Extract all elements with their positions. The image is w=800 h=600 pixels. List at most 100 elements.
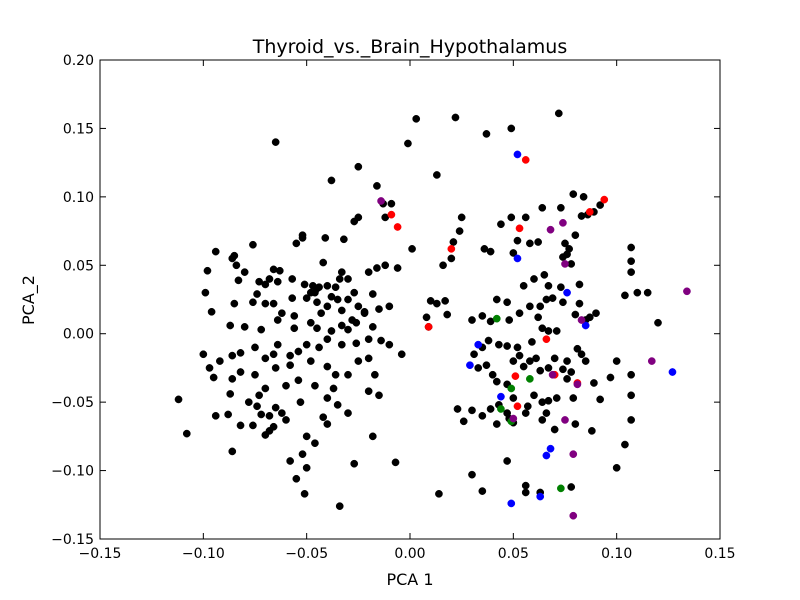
data-point	[577, 350, 586, 359]
axis-ticks: −0.15 −0.10 −0.05 0.00 0.05 0.10 0.15 −0.15 −0.1…	[51, 53, 735, 562]
data-point	[350, 459, 359, 468]
data-point	[368, 290, 377, 298]
data-point	[457, 213, 466, 222]
data-point	[546, 444, 555, 453]
data-point	[482, 130, 491, 138]
data-point	[327, 176, 336, 185]
data-point	[253, 290, 261, 298]
data-point	[557, 484, 565, 493]
data-point	[453, 405, 462, 413]
data-point	[503, 298, 511, 307]
data-point	[668, 368, 677, 376]
data-point	[633, 288, 642, 297]
data-point	[385, 302, 394, 311]
data-point	[536, 302, 545, 311]
data-point	[182, 429, 191, 438]
data-point	[548, 294, 557, 302]
data-point	[257, 410, 266, 419]
data-point	[261, 354, 270, 363]
data-point	[468, 406, 476, 415]
data-point	[265, 275, 274, 283]
data-point	[288, 294, 297, 302]
data-point	[286, 351, 294, 360]
data-point	[544, 281, 553, 290]
x-tick-label: 0.05	[498, 546, 529, 562]
data-point	[300, 280, 309, 289]
data-point	[282, 381, 290, 390]
data-point	[550, 425, 559, 434]
data-point	[538, 416, 547, 424]
data-point	[385, 340, 394, 349]
data-point	[455, 227, 464, 235]
data-point	[451, 113, 460, 122]
data-point	[174, 395, 183, 404]
data-point	[497, 405, 505, 413]
data-point	[381, 261, 390, 270]
data-point	[567, 368, 576, 376]
data-point	[228, 351, 237, 360]
y-tick-label: 0.00	[63, 327, 94, 343]
data-points	[174, 109, 691, 520]
data-point	[323, 281, 332, 290]
data-point	[515, 309, 524, 318]
data-point	[575, 299, 584, 308]
data-point	[249, 421, 257, 430]
data-point	[412, 114, 421, 123]
data-point	[205, 364, 214, 372]
data-point	[199, 350, 208, 359]
data-point	[577, 316, 586, 324]
data-point	[542, 295, 551, 304]
data-point	[577, 212, 586, 220]
data-point	[311, 439, 319, 448]
data-point	[371, 370, 379, 379]
data-point	[507, 213, 516, 222]
data-point	[571, 310, 580, 319]
data-point	[449, 238, 458, 246]
data-point	[590, 379, 598, 387]
data-point	[344, 275, 352, 283]
data-point	[393, 223, 402, 231]
data-point	[226, 321, 235, 330]
data-point	[249, 298, 257, 307]
data-point	[569, 450, 578, 458]
data-point	[294, 347, 303, 356]
data-point	[327, 327, 336, 335]
data-point	[542, 409, 551, 417]
data-point	[234, 276, 243, 285]
data-point	[335, 275, 344, 283]
data-point	[435, 489, 443, 498]
data-point	[606, 373, 615, 382]
data-point	[540, 271, 549, 279]
data-point	[596, 201, 604, 209]
y-tick-label: 0.15	[63, 121, 94, 137]
data-point	[433, 299, 441, 308]
data-point	[521, 488, 530, 497]
data-point	[519, 281, 528, 290]
data-point	[544, 364, 553, 372]
data-point	[466, 361, 474, 370]
data-point	[683, 287, 691, 296]
data-point	[565, 245, 573, 253]
data-point	[404, 139, 412, 148]
data-point	[536, 366, 545, 375]
data-point	[354, 357, 363, 365]
data-point	[261, 280, 270, 289]
y-tick-label: 0.10	[63, 190, 94, 206]
data-point	[300, 489, 309, 498]
data-point	[344, 370, 352, 379]
data-point	[492, 377, 501, 386]
data-point	[337, 321, 346, 330]
data-point	[286, 361, 294, 370]
data-point	[269, 299, 278, 308]
data-point	[228, 375, 237, 383]
data-point	[542, 335, 551, 344]
data-point	[530, 391, 538, 400]
data-point	[387, 210, 396, 219]
data-point	[643, 288, 652, 297]
data-point	[563, 357, 571, 365]
data-point	[391, 458, 400, 467]
data-point	[621, 291, 629, 300]
data-point	[523, 402, 532, 411]
data-point	[585, 208, 594, 216]
data-point	[571, 420, 580, 428]
